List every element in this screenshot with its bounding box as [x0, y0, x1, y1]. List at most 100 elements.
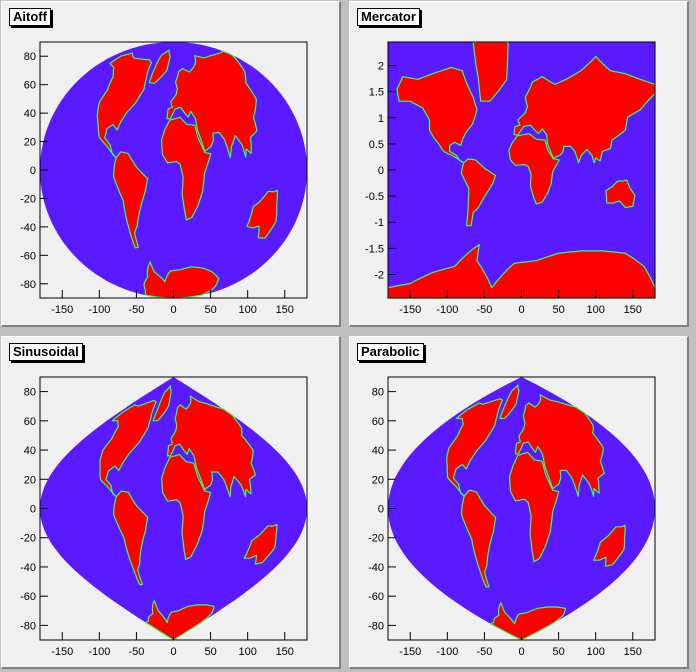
chart-aitoff: -150 -100 -50 0 50 100 150 80 60 40 20 0 -20 -40 -60 -8… — [20, 41, 308, 316]
x-tick-label-aitoff: -50 — [128, 304, 144, 316]
y-tick-label-mercator: -1 — [374, 217, 384, 229]
ocean-parabolic — [388, 377, 655, 640]
x-tick-label-mercator: -150 — [399, 304, 421, 316]
land-north-america-mercator — [396, 66, 478, 164]
land-eurasia-mercator — [513, 55, 656, 164]
land-south-america-sinusoidal — [112, 490, 149, 586]
x-tick-label-mercator: 100 — [586, 304, 604, 316]
y-tick-label-sinusoidal: -40 — [20, 562, 36, 574]
land-australia-parabolic — [593, 524, 626, 567]
y-tick-label-aitoff: -40 — [20, 222, 36, 234]
y-tick-label-sinusoidal: 60 — [24, 416, 36, 428]
x-tick-label-parabolic: 150 — [624, 646, 642, 658]
y-tick-label-aitoff: -80 — [20, 279, 36, 291]
x-tick-label-aitoff: -150 — [51, 304, 73, 316]
y-tick-label-mercator: 0.5 — [369, 139, 384, 151]
y-tick-label-parabolic: 60 — [372, 416, 384, 428]
land-eurasia-aitoff — [166, 50, 258, 159]
land-australia-mercator — [605, 179, 636, 209]
y-tick-label-aitoff: -60 — [20, 250, 36, 262]
y-tick-label-sinusoidal: 20 — [24, 474, 36, 486]
x-tick-label-mercator: 0 — [518, 304, 524, 316]
x-tick-label-mercator: -100 — [436, 304, 458, 316]
land-antarctica-aitoff — [143, 261, 220, 299]
y-tick-label-parabolic: 20 — [372, 474, 384, 486]
ocean-sinusoidal — [40, 377, 307, 640]
land-north-america-parabolic — [446, 398, 504, 497]
y-tick-label-sinusoidal: 80 — [24, 387, 36, 399]
x-tick-label-parabolic: 100 — [586, 646, 604, 658]
land-antarctica-parabolic — [490, 602, 566, 641]
land-greenland-sinusoidal — [152, 385, 172, 422]
land-south-america-aitoff — [112, 151, 149, 249]
land-africa-aitoff — [160, 116, 212, 221]
land-africa-mercator — [508, 133, 560, 205]
y-tick-label-parabolic: 0 — [378, 504, 384, 516]
y-tick-label-mercator: -0.5 — [365, 191, 384, 203]
y-tick-label-parabolic: 80 — [372, 387, 384, 399]
x-tick-label-sinusoidal: 150 — [276, 646, 294, 658]
land-australia-aitoff — [246, 189, 278, 239]
land-africa-sinusoidal — [161, 453, 212, 561]
pad-parabolic: -150 -100 -50 0 50 100 150 80 60 40 20 0 -20 -40 -60 -8… — [349, 336, 689, 669]
land-north-america-aitoff — [96, 52, 153, 159]
land-south-america-parabolic — [460, 489, 497, 588]
land-north-america-sinusoidal — [99, 399, 157, 498]
x-tick-label-sinusoidal: -150 — [51, 646, 73, 658]
x-tick-label-aitoff: -100 — [88, 304, 110, 316]
pad-mercator: -150 -100 -50 0 50 100 150 2 1.5 1 0.5 0 -0.5 -1 -1.5 -… — [349, 1, 689, 327]
y-tick-label-parabolic: -40 — [368, 562, 384, 574]
y-tick-label-aitoff: -20 — [20, 193, 36, 205]
land-south-america-mercator — [460, 158, 497, 227]
y-tick-label-mercator: -1.5 — [365, 243, 384, 255]
land-australia-sinusoidal — [243, 524, 278, 565]
land-eurasia-parabolic — [514, 393, 605, 497]
chart-title-aitoff: Aitoff — [9, 8, 51, 26]
y-tick-label-sinusoidal: -60 — [20, 591, 36, 603]
y-tick-label-mercator: 2 — [378, 61, 384, 73]
y-tick-label-aitoff: 60 — [24, 80, 36, 92]
chart-parabolic: -150 -100 -50 0 50 100 150 80 60 40 20 0 -20 -40 -60 -8… — [368, 376, 656, 658]
x-tick-label-parabolic: -50 — [476, 646, 492, 658]
x-tick-label-sinusoidal: -50 — [128, 646, 144, 658]
y-tick-label-sinusoidal: 0 — [30, 504, 36, 516]
x-tick-label-parabolic: -150 — [399, 646, 421, 658]
land-greenland-aitoff — [148, 49, 171, 84]
y-tick-label-mercator: -2 — [374, 269, 384, 281]
land-antarctica-mercator — [387, 243, 656, 299]
x-tick-label-aitoff: 0 — [170, 304, 176, 316]
x-tick-label-aitoff: 50 — [204, 304, 216, 316]
y-tick-label-parabolic: -60 — [368, 591, 384, 603]
x-tick-label-aitoff: 150 — [276, 304, 294, 316]
y-tick-label-parabolic: -80 — [368, 620, 384, 632]
x-tick-label-parabolic: -100 — [436, 646, 458, 658]
land-africa-parabolic — [509, 451, 560, 563]
land-antarctica-sinusoidal — [145, 600, 215, 641]
pad-aitoff: -150 -100 -50 0 50 100 150 80 60 40 20 0 -20 -40 -60 -8… — [1, 1, 341, 327]
chart-title-sinusoidal: Sinusoidal — [9, 343, 83, 361]
y-tick-label-mercator: 1.5 — [369, 87, 384, 99]
pad-sinusoidal: -150 -100 -50 0 50 100 150 80 60 40 20 0 -20 -40 -60 -8… — [1, 336, 341, 669]
x-tick-label-mercator: 150 — [624, 304, 642, 316]
x-tick-label-sinusoidal: 50 — [204, 646, 216, 658]
x-tick-label-sinusoidal: -100 — [88, 646, 110, 658]
chart-sinusoidal: -150 -100 -50 0 50 100 150 80 60 40 20 0 -20 -40 -60 -8… — [20, 376, 308, 658]
land-eurasia-sinusoidal — [166, 395, 256, 498]
y-tick-label-aitoff: 40 — [24, 108, 36, 120]
y-tick-label-sinusoidal: -20 — [20, 533, 36, 545]
y-tick-label-sinusoidal: -80 — [20, 620, 36, 632]
x-tick-label-mercator: -50 — [476, 304, 492, 316]
y-tick-label-mercator: 1 — [378, 113, 384, 125]
y-tick-label-mercator: 0 — [378, 165, 384, 177]
x-tick-label-parabolic: 50 — [552, 646, 564, 658]
x-tick-label-sinusoidal: 100 — [238, 646, 256, 658]
x-tick-label-parabolic: 0 — [518, 646, 524, 658]
y-tick-label-aitoff: 20 — [24, 137, 36, 149]
y-tick-label-aitoff: 0 — [30, 165, 36, 177]
y-tick-label-parabolic: -20 — [368, 533, 384, 545]
land-greenland-parabolic — [499, 384, 520, 420]
y-tick-label-aitoff: 80 — [24, 51, 36, 63]
x-tick-label-aitoff: 100 — [238, 304, 256, 316]
x-tick-label-sinusoidal: 0 — [170, 646, 176, 658]
chart-mercator: -150 -100 -50 0 50 100 150 2 1.5 1 0.5 0 -0.5 -1 -1.5 -… — [365, 41, 656, 316]
